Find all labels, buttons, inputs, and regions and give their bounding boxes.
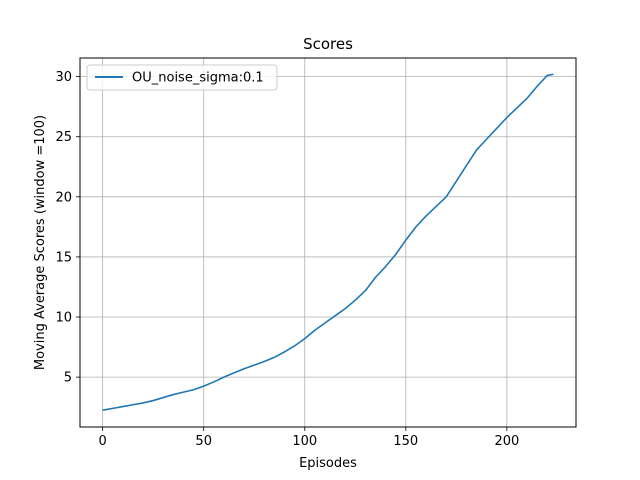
y-axis-ticks: 5 10 15 20 25 30 bbox=[55, 70, 80, 386]
x-tick-label: 200 bbox=[494, 434, 519, 449]
x-axis-label: Episodes bbox=[299, 456, 357, 471]
series-line-ou-noise-sigma bbox=[102, 73, 554, 411]
x-tick-label: 100 bbox=[292, 434, 317, 449]
plot-frame bbox=[79, 57, 577, 428]
y-tick-label: 10 bbox=[55, 311, 72, 326]
y-tick-label: 20 bbox=[55, 190, 72, 205]
x-axis-ticks: 0 50 100 150 200 bbox=[98, 427, 519, 449]
chart-title: Scores bbox=[303, 35, 353, 53]
y-tick-label: 25 bbox=[55, 130, 72, 145]
legend-entry-ou-noise-sigma: OU_noise_sigma:0.1 bbox=[132, 71, 264, 86]
grid bbox=[80, 58, 576, 427]
x-tick-label: 50 bbox=[195, 434, 212, 449]
series-layer bbox=[102, 73, 554, 411]
y-tick-label: 5 bbox=[64, 371, 72, 386]
legend-box bbox=[86, 64, 278, 91]
x-tick-label: 0 bbox=[98, 434, 106, 449]
y-tick-label: 30 bbox=[55, 70, 72, 85]
legend: OU_noise_sigma:0.1 bbox=[86, 64, 278, 91]
x-tick-label: 150 bbox=[393, 434, 418, 449]
y-tick-label: 15 bbox=[55, 250, 72, 265]
y-axis-label: Moving Average Scores (window =100) bbox=[33, 115, 48, 370]
